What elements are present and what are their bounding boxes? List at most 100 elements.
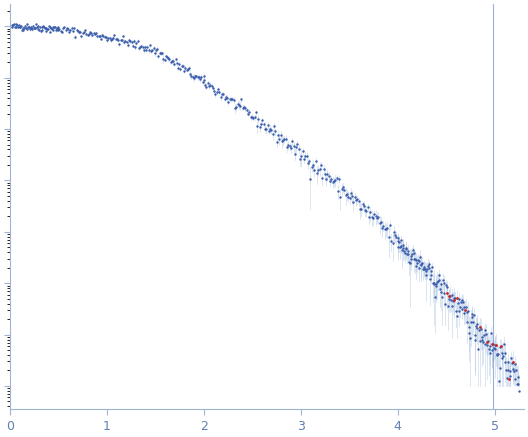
Point xyxy=(104,35,112,42)
Point xyxy=(199,78,207,85)
Point xyxy=(250,114,259,121)
Point xyxy=(192,73,201,80)
Point xyxy=(284,141,293,148)
Point xyxy=(251,109,260,116)
Point xyxy=(458,296,467,303)
Point xyxy=(340,186,348,193)
Point xyxy=(178,62,187,69)
Point xyxy=(108,35,116,42)
Point xyxy=(325,173,333,180)
Point xyxy=(485,342,494,349)
Point xyxy=(202,83,211,90)
Point xyxy=(241,105,250,112)
Point xyxy=(168,57,176,64)
Point xyxy=(447,291,456,298)
Point xyxy=(431,294,439,301)
Point xyxy=(457,298,465,305)
Point xyxy=(239,104,247,111)
Point xyxy=(457,305,466,312)
Point xyxy=(127,38,136,45)
Point xyxy=(351,193,359,200)
Point xyxy=(439,280,448,287)
Point xyxy=(473,324,482,331)
Point xyxy=(488,347,497,354)
Point xyxy=(258,117,267,124)
Point xyxy=(487,329,495,336)
Point xyxy=(254,115,262,122)
Point xyxy=(120,38,128,45)
Point xyxy=(463,309,472,316)
Point xyxy=(216,94,225,101)
Point xyxy=(491,341,499,348)
Point xyxy=(399,245,407,252)
Point xyxy=(441,301,449,308)
Point xyxy=(18,27,26,34)
Point xyxy=(169,58,177,65)
Point xyxy=(73,28,82,35)
Point xyxy=(244,111,252,118)
Point xyxy=(352,197,360,204)
Point xyxy=(501,358,510,365)
Point xyxy=(110,32,119,39)
Point xyxy=(8,23,17,30)
Point xyxy=(25,26,34,33)
Point xyxy=(362,207,371,214)
Point xyxy=(397,236,405,243)
Point xyxy=(479,332,488,339)
Point xyxy=(499,340,508,347)
Point xyxy=(370,211,379,218)
Point xyxy=(487,340,496,347)
Point xyxy=(175,61,184,68)
Point xyxy=(289,143,298,150)
Point xyxy=(240,104,248,111)
Point xyxy=(30,24,39,31)
Point xyxy=(465,329,473,336)
Point xyxy=(508,366,517,373)
Point xyxy=(20,25,29,32)
Point xyxy=(503,358,512,365)
Point xyxy=(297,153,306,160)
Point xyxy=(176,66,185,73)
Point xyxy=(86,28,94,35)
Point xyxy=(349,199,357,206)
Point xyxy=(301,152,309,159)
Point xyxy=(393,238,402,245)
Point xyxy=(54,24,62,31)
Point xyxy=(354,198,363,205)
Point xyxy=(395,239,403,246)
Point xyxy=(109,34,117,41)
Point xyxy=(364,204,372,211)
Point xyxy=(213,89,221,96)
Point xyxy=(180,68,188,75)
Point xyxy=(296,156,304,163)
Point xyxy=(483,339,491,346)
Point xyxy=(328,179,337,186)
Point xyxy=(439,276,447,283)
Point xyxy=(402,245,411,252)
Point xyxy=(416,253,424,260)
Point xyxy=(495,364,504,371)
Point xyxy=(228,95,237,102)
Point xyxy=(134,37,142,44)
Point xyxy=(382,226,390,233)
Point xyxy=(511,361,520,368)
Point xyxy=(82,31,91,38)
Point xyxy=(41,25,50,32)
Point xyxy=(421,271,430,278)
Point xyxy=(164,55,173,62)
Point xyxy=(15,24,24,31)
Point xyxy=(116,37,125,44)
Point xyxy=(491,346,499,353)
Point xyxy=(453,294,461,301)
Point xyxy=(443,284,451,291)
Point xyxy=(440,290,449,297)
Point xyxy=(248,113,256,120)
Point xyxy=(501,350,509,357)
Point xyxy=(432,283,441,290)
Point xyxy=(242,107,251,114)
Point xyxy=(492,341,500,348)
Point xyxy=(41,24,49,31)
Point xyxy=(417,260,426,267)
Point xyxy=(44,25,52,32)
Point xyxy=(478,333,487,340)
